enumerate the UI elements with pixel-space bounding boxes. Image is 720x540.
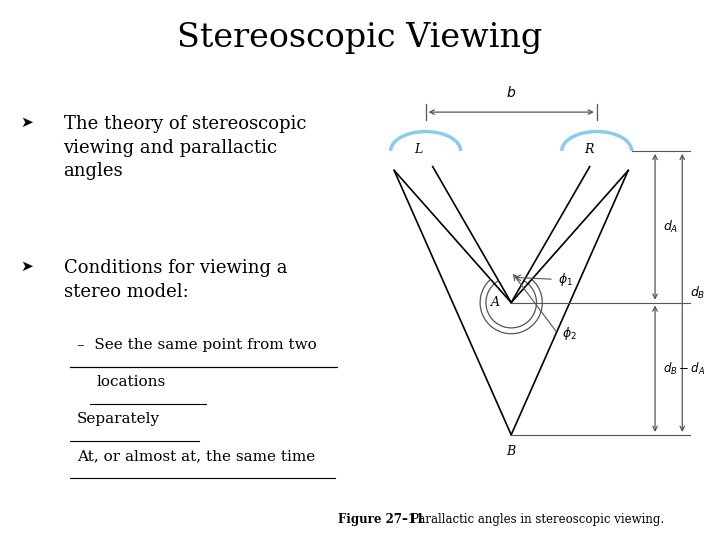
- Text: B: B: [507, 444, 516, 457]
- Text: $d_A$: $d_A$: [663, 219, 678, 235]
- Text: L: L: [414, 143, 422, 156]
- Text: The theory of stereoscopic
viewing and parallactic
angles: The theory of stereoscopic viewing and p…: [63, 115, 306, 180]
- Text: Separately: Separately: [77, 413, 160, 427]
- Text: At, or almost at, the same time: At, or almost at, the same time: [77, 449, 315, 463]
- Text: A: A: [490, 296, 500, 309]
- Text: Stereoscopic Viewing: Stereoscopic Viewing: [177, 22, 543, 53]
- Text: $\phi_1$: $\phi_1$: [558, 271, 573, 288]
- Text: $\phi_2$: $\phi_2$: [562, 325, 577, 342]
- Text: locations: locations: [96, 375, 166, 389]
- Text: –  See the same point from two: – See the same point from two: [77, 338, 317, 352]
- Text: ➤: ➤: [20, 115, 33, 130]
- Text: Conditions for viewing a
stereo model:: Conditions for viewing a stereo model:: [63, 259, 287, 301]
- Text: Parallactic angles in stereoscopic viewing.: Parallactic angles in stereoscopic viewi…: [396, 514, 664, 526]
- Text: R: R: [584, 143, 594, 156]
- Text: $b$: $b$: [506, 85, 516, 100]
- Text: ➤: ➤: [20, 259, 33, 274]
- Text: Figure 27–11: Figure 27–11: [338, 514, 425, 526]
- Text: $d_B$: $d_B$: [690, 285, 706, 301]
- Text: $d_B - d_A$: $d_B - d_A$: [663, 361, 706, 377]
